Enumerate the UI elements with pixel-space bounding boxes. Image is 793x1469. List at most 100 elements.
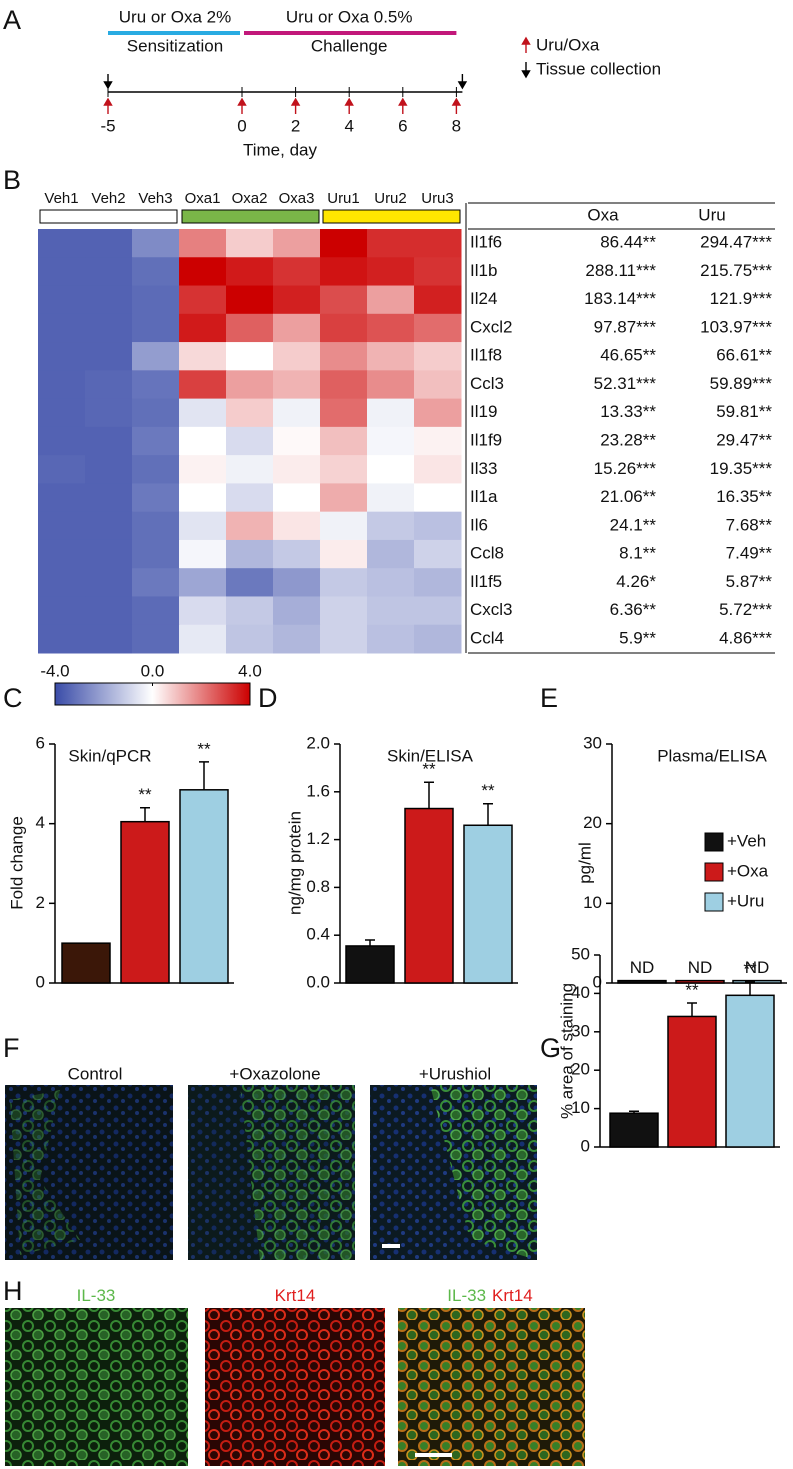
- heatmap-cell: [38, 370, 86, 400]
- heatmap-cell: [85, 596, 133, 626]
- heatmap-cell: [273, 257, 321, 287]
- heatmap-cell: [226, 511, 274, 541]
- heatmap-cell: [179, 624, 227, 654]
- column-label: Oxa1: [185, 190, 221, 207]
- gene-name: Ccl3: [470, 374, 504, 393]
- heatmap-cell: [132, 539, 180, 569]
- heatmap-cell: [320, 370, 368, 400]
- x-tick-label: 6: [398, 116, 407, 135]
- heatmap-cell: [226, 426, 274, 456]
- annotation: **: [743, 959, 757, 978]
- heatmap-cell: [179, 285, 227, 315]
- heatmap-cell: [226, 229, 274, 258]
- heatmap-cell: [179, 313, 227, 343]
- annotation: ND: [630, 958, 655, 977]
- heatmap-cell: [226, 313, 274, 343]
- heatmap-cell: [367, 313, 415, 343]
- heatmap-cell: [273, 229, 321, 258]
- heatmap-cell: [85, 398, 133, 428]
- heatmap-cell: [320, 342, 368, 371]
- gene-name: Cxcl3: [470, 600, 513, 619]
- heatmap-cell: [38, 483, 86, 513]
- column-label: Veh1: [44, 190, 78, 207]
- heatmap-cell: [367, 624, 415, 654]
- oxa-value: 52.31***: [594, 374, 657, 393]
- heatmap-cell: [367, 483, 415, 513]
- x-tick-label: -5: [100, 116, 115, 135]
- heatmap-cell: [414, 624, 462, 654]
- panel-letter: D: [258, 683, 278, 713]
- bar: [675, 979, 725, 984]
- y-tick-label: 10: [583, 893, 602, 912]
- image-label: +Urushiol: [419, 1064, 491, 1083]
- bar: [609, 1112, 659, 1148]
- heatmap-cell: [179, 370, 227, 400]
- table-header: Uru: [698, 205, 725, 224]
- legend-swatch: [704, 832, 724, 852]
- heatmap-cell: [414, 398, 462, 428]
- y-tick-label: 0: [593, 972, 602, 991]
- application-arrow: [344, 97, 354, 114]
- heatmap-cell: [226, 257, 274, 287]
- heatmap-cell: [414, 483, 462, 513]
- heatmap-cell: [132, 426, 180, 456]
- legend-arrow: [521, 36, 531, 53]
- oxa-value: 21.06**: [600, 487, 656, 506]
- y-tick-label: 1.2: [306, 829, 330, 848]
- heatmap-cell: [367, 229, 415, 258]
- gene-name: Cxcl2: [470, 317, 513, 336]
- heatmap-cell: [414, 370, 462, 400]
- y-tick-label: 10: [571, 1098, 590, 1117]
- heatmap-cell: [85, 257, 133, 287]
- heatmap-cell: [85, 426, 133, 456]
- image-il33: [5, 1308, 188, 1466]
- heatmap-cell: [179, 539, 227, 569]
- heatmap-cell: [38, 596, 86, 626]
- annotation: ND: [745, 958, 770, 977]
- oxa-value: 8.1**: [619, 544, 656, 563]
- heatmap-cell: [273, 624, 321, 654]
- column-label: Oxa3: [279, 190, 315, 207]
- gene-name: Ccl8: [470, 544, 504, 563]
- heatmap-cell: [320, 398, 368, 428]
- y-tick-label: 0.0: [306, 972, 330, 991]
- column-label: Uru2: [374, 190, 407, 207]
- heatmap-cell: [179, 455, 227, 484]
- heatmap-cell: [273, 370, 321, 400]
- x-tick-label: 8: [452, 116, 461, 135]
- legend-label: +Uru: [727, 891, 764, 910]
- oxa-value: 86.44**: [600, 233, 656, 252]
- uru-value: 19.35***: [710, 459, 773, 478]
- heatmap-cell: [38, 285, 86, 315]
- heatmap-cell: [367, 539, 415, 569]
- colorbar-label: 0.0: [141, 661, 165, 680]
- heatmap-cell: [367, 426, 415, 456]
- heatmap-cell: [38, 342, 86, 371]
- heatmap-cell: [85, 342, 133, 371]
- heatmap-cell: [179, 398, 227, 428]
- application-arrow: [290, 97, 301, 114]
- heatmap-cell: [414, 539, 462, 569]
- panel-letter: H: [3, 1276, 23, 1306]
- uru-value: 66.61**: [716, 346, 772, 365]
- heatmap-cell: [85, 568, 133, 597]
- y-tick-label: 2: [36, 893, 45, 912]
- heatmap-cell: [179, 426, 227, 456]
- image-oxazolone: [188, 1085, 355, 1260]
- error-bar: [199, 761, 209, 790]
- image-krt14: [205, 1308, 385, 1466]
- gene-name: Il1f5: [470, 572, 502, 591]
- bar: [61, 942, 111, 984]
- heatmap-cell: [85, 624, 133, 654]
- heatmap-cell: [226, 483, 274, 513]
- bar: [345, 945, 395, 984]
- heatmap-cell: [320, 596, 368, 626]
- heatmap-cell: [179, 596, 227, 626]
- gene-name: Il19: [470, 402, 497, 421]
- y-tick-label: 0.8: [306, 877, 330, 896]
- application-arrow: [103, 97, 113, 114]
- legend-swatch: [704, 862, 724, 882]
- y-tick-label: 40: [571, 983, 590, 1002]
- image-control: [5, 1085, 173, 1260]
- gene-name: Il1f9: [470, 430, 502, 449]
